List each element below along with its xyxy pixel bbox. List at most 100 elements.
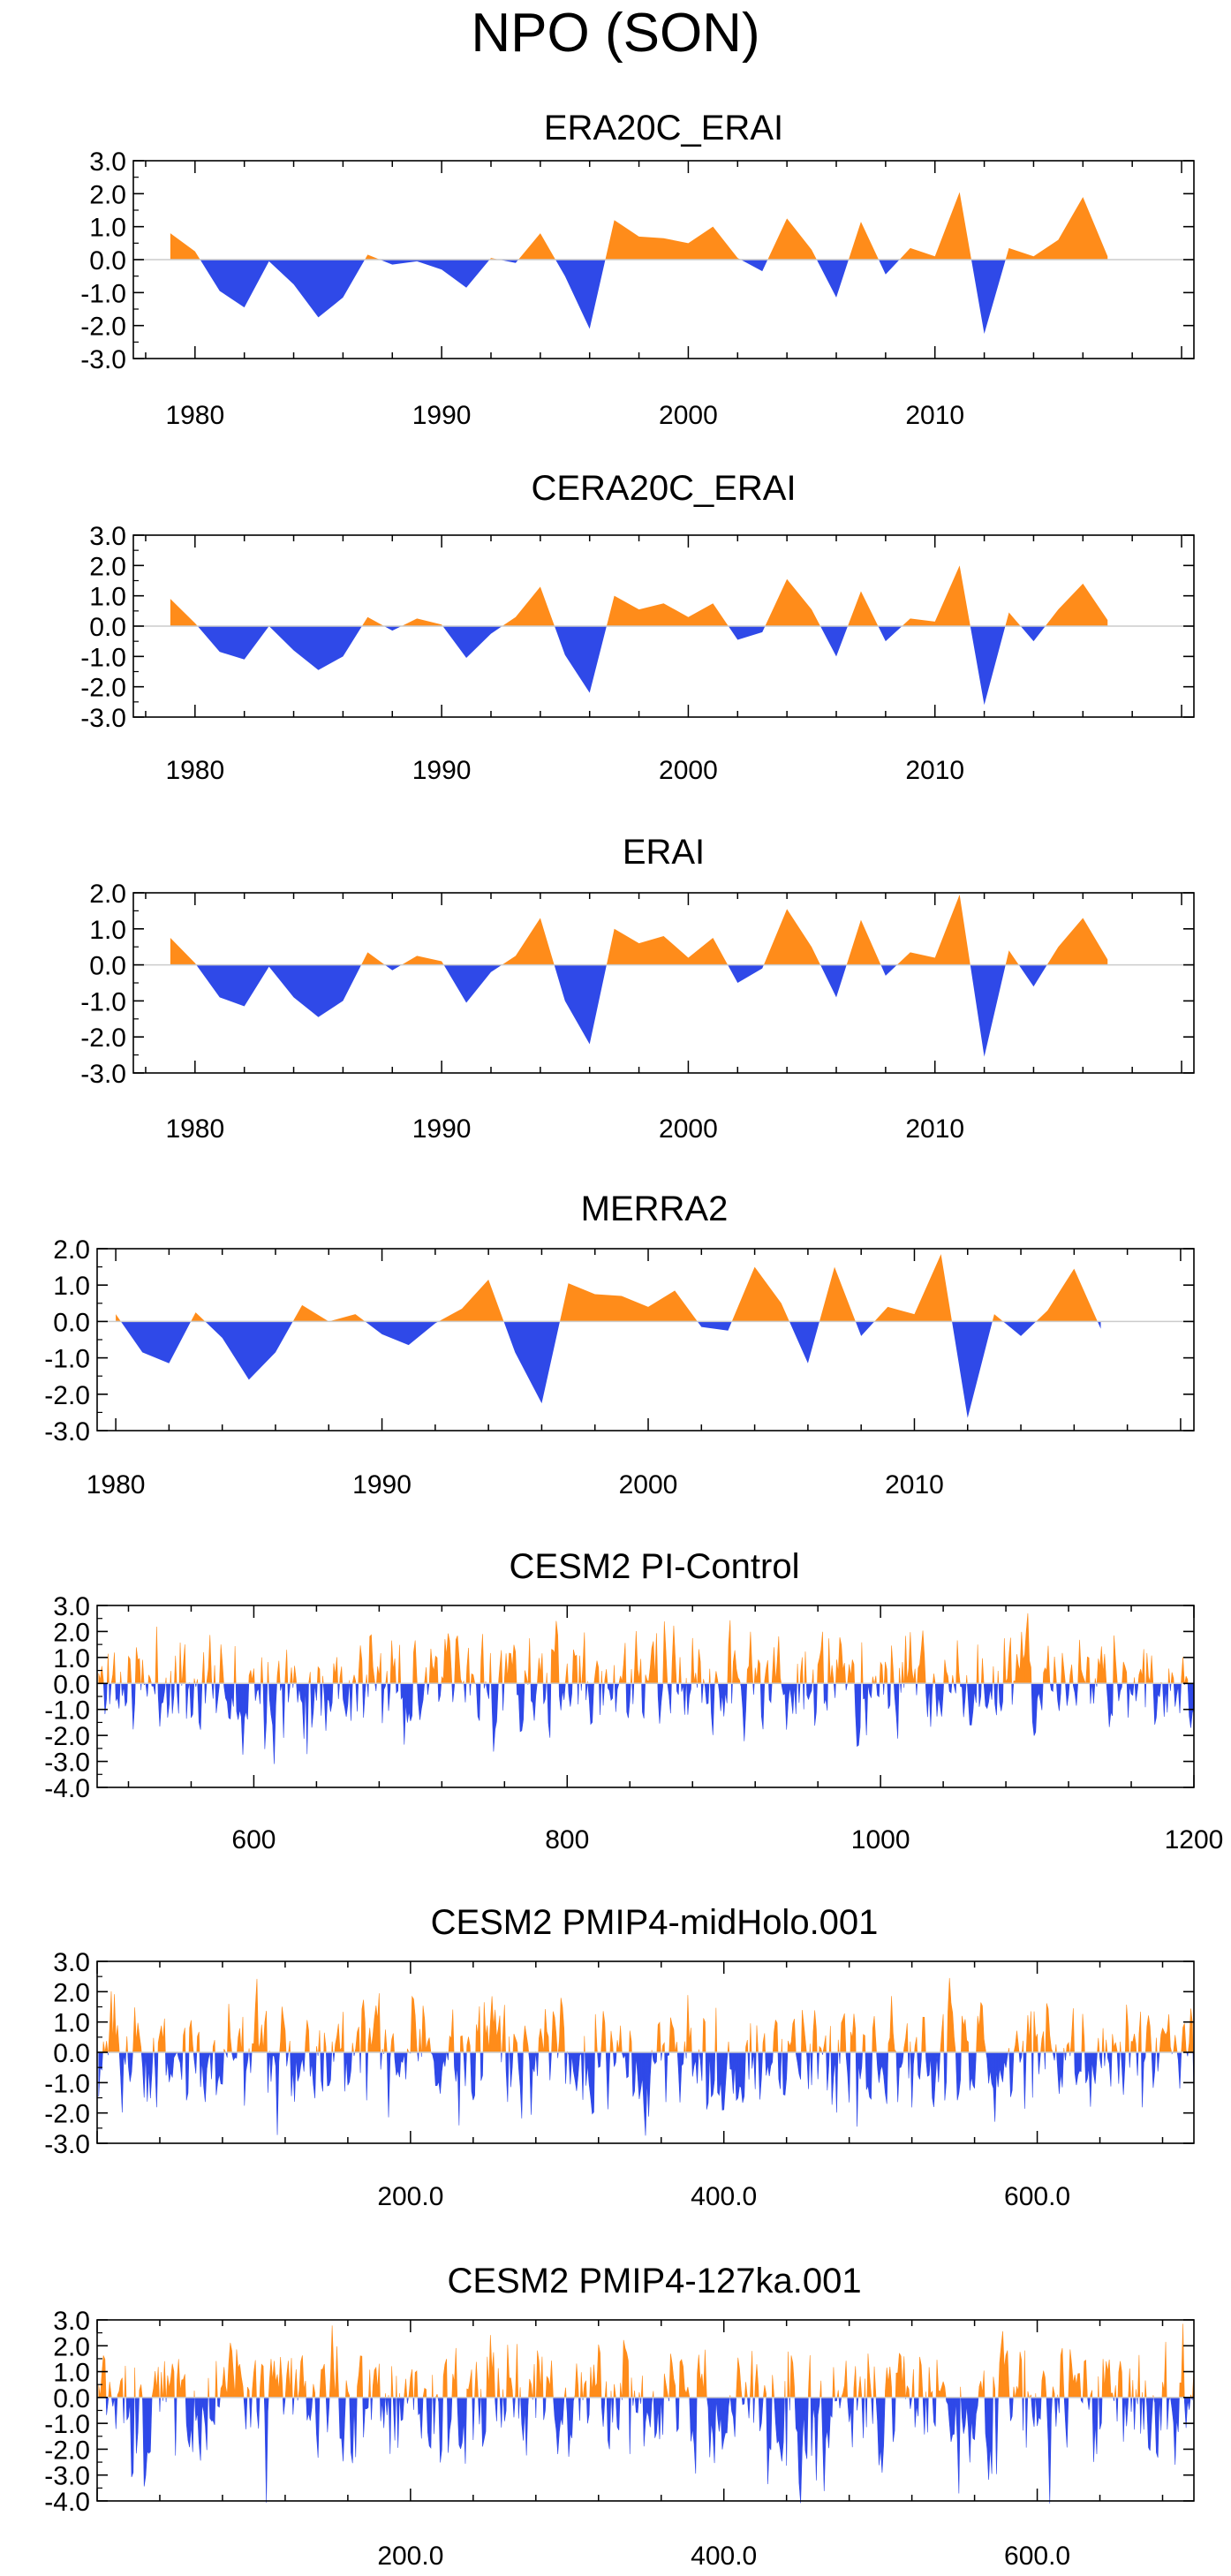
negative-anomaly-area bbox=[105, 2397, 1193, 2504]
y-tick-label: 2.0 bbox=[89, 880, 126, 909]
panel-5: CESM2 PI-Control 3.02.01.00.0-1.0-2.0-3.0… bbox=[44, 1547, 1223, 1855]
y-tick-label: -3.0 bbox=[44, 1417, 90, 1447]
x-tick-label: 1980 bbox=[165, 756, 224, 785]
x-tick-label: 2010 bbox=[905, 401, 964, 430]
y-tick-label: -4.0 bbox=[44, 1774, 90, 1803]
y-tick-label: 2.0 bbox=[89, 552, 126, 581]
x-tick-label: 2000 bbox=[659, 1114, 718, 1144]
panel-title: CESM2 PI-Control bbox=[510, 1547, 800, 1586]
y-tick-label: 0.0 bbox=[53, 2384, 90, 2414]
y-tick-label: 0.0 bbox=[53, 2039, 90, 2068]
y-tick-label: -3.0 bbox=[80, 345, 126, 374]
panel-title: ERA20C_ERAI bbox=[544, 109, 783, 147]
positive-anomaly-area bbox=[170, 565, 1108, 626]
negative-anomaly-area bbox=[197, 626, 1046, 706]
x-tick-label: 200.0 bbox=[377, 2542, 443, 2571]
panel-6: CESM2 PMIP4-midHolo.0013.02.01.00.0-1.0-… bbox=[44, 1903, 1195, 2211]
y-tick-label: 2.0 bbox=[53, 2332, 90, 2361]
panel-1: ERA20C_ERAI 3.0 2.0 1.0 0.0 -1.0 -2.0 -3.0 1980 1… bbox=[80, 109, 1195, 430]
positive-anomaly-area bbox=[102, 1977, 1194, 2053]
y-tick-label: -1.0 bbox=[44, 1696, 90, 1726]
x-tick-label: 200.0 bbox=[377, 2182, 443, 2211]
panel-title: CESM2 PMIP4-midHolo.001 bbox=[431, 1903, 879, 1942]
panel-title: CESM2 PMIP4-127ka.001 bbox=[447, 2262, 861, 2300]
x-tick-label: 400.0 bbox=[691, 2542, 757, 2571]
x-tick-label: 1990 bbox=[412, 401, 472, 430]
x-tick-label: 2010 bbox=[885, 1470, 944, 1500]
y-tick-label: 3.0 bbox=[53, 1592, 90, 1621]
y-tick-label: 3.0 bbox=[53, 1948, 90, 1977]
y-tick-label: -4.0 bbox=[44, 2488, 90, 2517]
y-tick-label: 2.0 bbox=[53, 1618, 90, 1647]
y-tick-label: 1.0 bbox=[53, 2009, 90, 2038]
y-tick-label: 1.0 bbox=[89, 214, 126, 243]
negative-anomaly-area bbox=[102, 1682, 1195, 1764]
x-tick-label: 1980 bbox=[165, 401, 224, 430]
y-tick-label: -1.0 bbox=[44, 2069, 90, 2098]
x-tick-label: 1200 bbox=[1165, 1825, 1224, 1855]
y-tick-label: 3.0 bbox=[53, 2307, 90, 2336]
y-tick-label: -2.0 bbox=[44, 1381, 90, 1410]
x-tick-label: 600.0 bbox=[1004, 2182, 1070, 2211]
y-tick-label: -2.0 bbox=[44, 2100, 90, 2129]
y-tick-label: 1.0 bbox=[89, 583, 126, 612]
page-title: NPO (SON) bbox=[471, 3, 760, 64]
negative-anomaly-area bbox=[196, 964, 1047, 1057]
y-tick-label: 0.0 bbox=[53, 1308, 90, 1337]
panel-4: MERRA2 2.0 1.0 0.0 -1.0 -2.0 -3.0 1980 1990 2000 2… bbox=[44, 1190, 1195, 1500]
positive-anomaly-area bbox=[170, 895, 1108, 965]
positive-anomaly-area bbox=[170, 192, 1108, 260]
y-tick-label: 1.0 bbox=[53, 1272, 90, 1301]
positive-anomaly-area bbox=[98, 2323, 1195, 2398]
x-tick-label: 2010 bbox=[905, 756, 964, 785]
y-tick-label: 0.0 bbox=[89, 613, 126, 642]
y-tick-label: -3.0 bbox=[44, 2130, 90, 2159]
x-tick-label: 1990 bbox=[412, 756, 472, 785]
negative-anomaly-area bbox=[98, 2051, 1195, 2136]
x-tick-label: 2010 bbox=[905, 1114, 964, 1144]
negative-anomaly-area bbox=[120, 1321, 1101, 1418]
x-tick-label: 600.0 bbox=[1004, 2542, 1070, 2571]
y-tick-label: 1.0 bbox=[53, 1644, 90, 1673]
panel-2: CERA20C_ERAI 3.02.01.00.0-1.0-2.0-3.0 1980… bbox=[80, 469, 1195, 785]
y-tick-label: -2.0 bbox=[80, 313, 126, 342]
x-tick-label: 1980 bbox=[87, 1470, 146, 1500]
x-tick-label: 2000 bbox=[659, 756, 718, 785]
y-tick-label: 2.0 bbox=[89, 180, 126, 209]
y-tick-label: -2.0 bbox=[80, 1024, 126, 1053]
positive-anomaly-area bbox=[98, 1613, 1189, 1684]
y-tick-label: -3.0 bbox=[44, 1749, 90, 1778]
y-tick-label: 0.0 bbox=[89, 952, 126, 981]
y-tick-label: 1.0 bbox=[53, 2359, 90, 2388]
y-tick-label: -3.0 bbox=[80, 1060, 126, 1089]
x-tick-label: 400.0 bbox=[691, 2182, 757, 2211]
y-tick-label: -1.0 bbox=[80, 279, 126, 308]
y-tick-label: -2.0 bbox=[80, 674, 126, 703]
x-tick-label: 1980 bbox=[165, 1114, 224, 1144]
y-tick-label: -3.0 bbox=[80, 704, 126, 733]
x-tick-label: 2000 bbox=[619, 1470, 678, 1500]
y-tick-label: 0.0 bbox=[89, 246, 126, 276]
x-tick-label: 2000 bbox=[659, 401, 718, 430]
y-tick-label: -1.0 bbox=[80, 987, 126, 1016]
y-tick-label: -3.0 bbox=[44, 2462, 90, 2491]
panel-title: CERA20C_ERAI bbox=[531, 469, 796, 508]
y-tick-label: -1.0 bbox=[44, 2410, 90, 2439]
plot-frame bbox=[96, 1605, 1195, 1788]
panel-7: CESM2 PMIP4-127ka.001 3.02.01.00.0-1.0-2.… bbox=[44, 2262, 1195, 2571]
positive-anomaly-area bbox=[116, 1254, 1098, 1322]
y-tick-label: -2.0 bbox=[44, 1722, 90, 1751]
panel-3: ERAI 2.0 1.0 0.0 -1.0 -2.0 -3.0 1980 1990 2000 201… bbox=[80, 833, 1195, 1144]
y-tick-label: -1.0 bbox=[80, 643, 126, 672]
x-tick-label: 1990 bbox=[412, 1114, 472, 1144]
panel-title: ERAI bbox=[623, 833, 705, 872]
x-tick-label: 1990 bbox=[352, 1470, 412, 1500]
y-tick-label: 2.0 bbox=[53, 1235, 90, 1265]
y-tick-label: 1.0 bbox=[89, 916, 126, 945]
negative-anomaly-area bbox=[200, 260, 1006, 334]
y-tick-label: 0.0 bbox=[53, 1670, 90, 1699]
x-tick-label: 1000 bbox=[851, 1825, 910, 1855]
y-tick-label: 2.0 bbox=[53, 1978, 90, 2007]
panel-title: MERRA2 bbox=[581, 1190, 729, 1228]
